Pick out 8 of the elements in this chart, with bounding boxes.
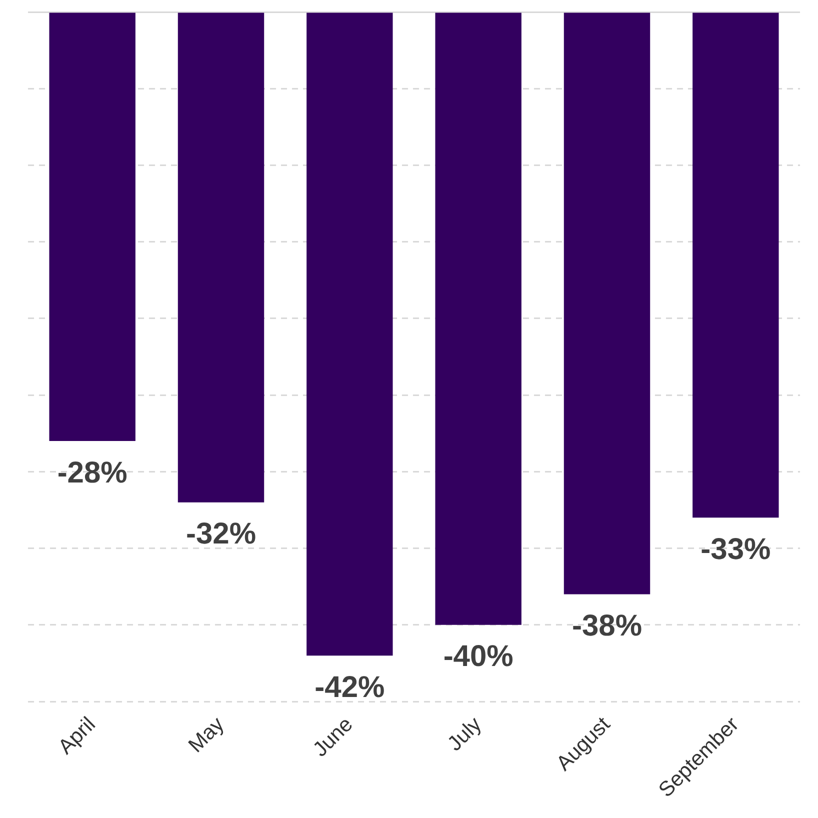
data-label: -33% (700, 532, 771, 566)
data-label: -40% (443, 640, 514, 674)
x-tick-label: July (443, 712, 486, 756)
data-label: -38% (572, 610, 642, 643)
data-label: -28% (57, 456, 128, 490)
data-label: -32% (186, 518, 256, 551)
x-tick-label: May (184, 712, 229, 758)
data-label: -42% (314, 670, 385, 704)
